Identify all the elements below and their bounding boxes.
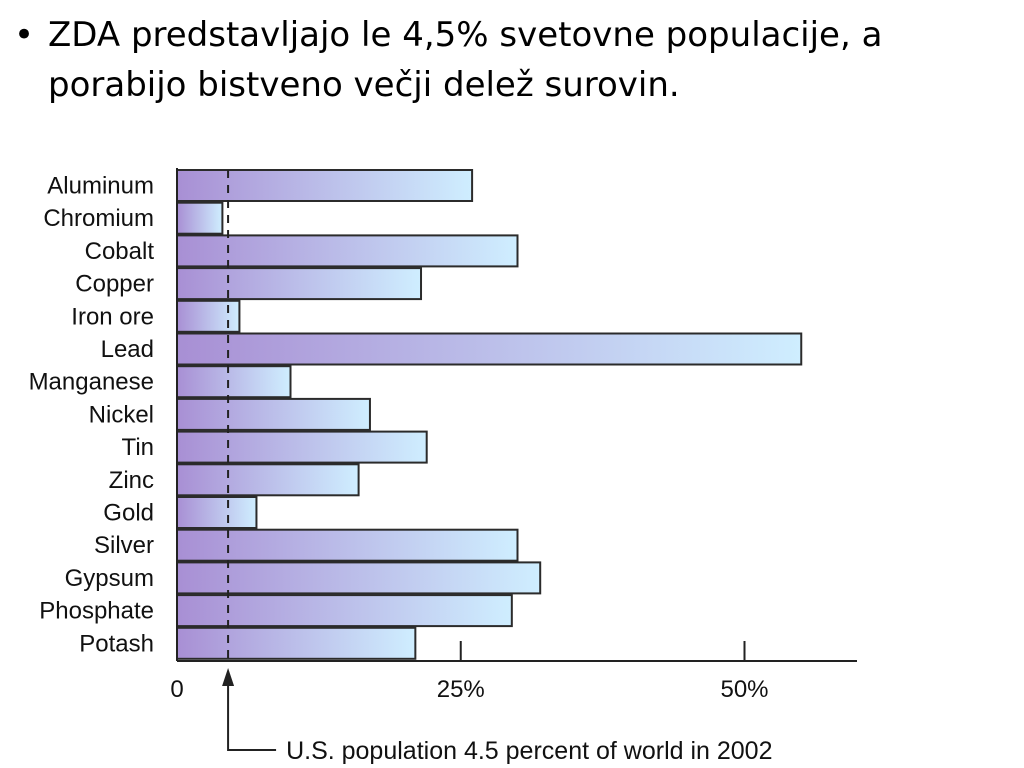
category-labels: Aluminum Chromium Cobalt Copper Iron ore Lead…: [29, 173, 155, 658]
bar-zinc: [176, 463, 360, 497]
bar-nickel: [176, 397, 371, 431]
category-label-phosphate: Phosphate: [39, 598, 154, 625]
category-label-manganese: Manganese: [29, 369, 154, 396]
category-label-silver: Silver: [94, 532, 154, 559]
bar-chromium: [176, 201, 224, 235]
bullet-dot: •: [14, 15, 35, 55]
bar-aluminum: [176, 169, 474, 202]
bar-gypsum: [176, 561, 542, 595]
reference-arrowhead: [222, 668, 235, 686]
category-label-cobalt: Cobalt: [85, 238, 155, 265]
bar-copper: [176, 267, 423, 301]
category-label-potash: Potash: [79, 630, 154, 657]
bar-silver: [176, 528, 519, 562]
bar-gold: [176, 496, 258, 529]
reference-label: U.S. population 4.5 percent of world in …: [286, 737, 772, 765]
reference-annotation: U.S. population 4.5 percent of world in …: [222, 170, 773, 765]
bullet-text: ZDA predstavljajo le 4,5% svetovne popul…: [48, 15, 883, 105]
category-label-gold: Gold: [103, 500, 154, 527]
bar-tin: [176, 430, 428, 464]
slide-body: • ZDA predstavljajo le 4,5% svetovne pop…: [14, 10, 1004, 110]
bullet-item: • ZDA predstavljajo le 4,5% svetovne pop…: [14, 10, 1004, 110]
x-tick-label-25: 25%: [437, 676, 485, 703]
reference-arrow-connector: [227, 684, 277, 751]
bar-potash: [176, 626, 417, 660]
x-tick-label-0: 0: [170, 676, 183, 703]
bar-iron-ore: [176, 299, 241, 333]
category-label-aluminum: Aluminum: [47, 173, 154, 200]
category-label-nickel: Nickel: [89, 401, 154, 428]
bar-lead: [176, 332, 803, 366]
category-label-tin: Tin: [122, 434, 154, 461]
category-label-chromium: Chromium: [43, 205, 154, 232]
bar-phosphate: [176, 594, 513, 628]
category-label-gypsum: Gypsum: [65, 565, 154, 592]
category-label-zinc: Zinc: [109, 467, 154, 494]
bars-layer: [176, 169, 803, 660]
x-tick-label-50: 50%: [720, 676, 768, 703]
category-label-copper: Copper: [75, 271, 154, 298]
x-axis: 0 25% 50%: [170, 168, 857, 703]
bar-cobalt: [176, 234, 519, 268]
bar-manganese: [176, 365, 292, 399]
category-label-iron-ore: Iron ore: [71, 303, 154, 330]
category-label-lead: Lead: [101, 336, 154, 363]
